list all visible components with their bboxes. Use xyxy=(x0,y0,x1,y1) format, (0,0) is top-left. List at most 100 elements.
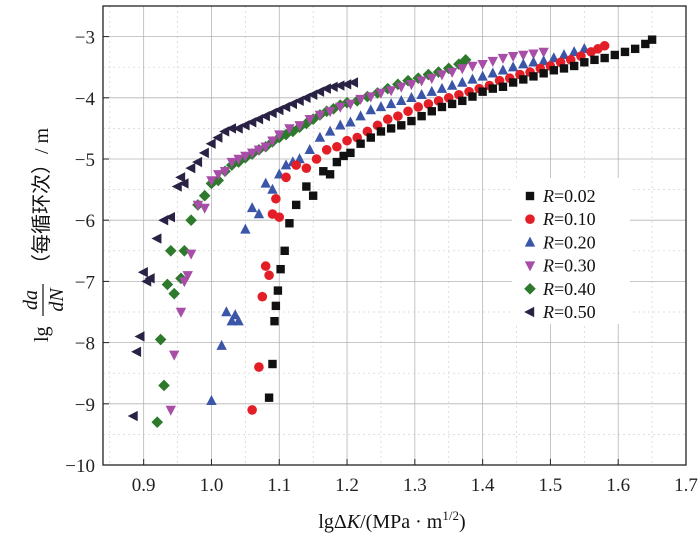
data-point xyxy=(365,92,376,103)
data-point xyxy=(314,86,325,97)
x-tick-label: 1.1 xyxy=(267,475,291,496)
axis-ticks: 0.9 1.0 1.1 1.2 1.3 1.4 1.5 1.6 1.7 −3 −4 −5 −6 −7 −8 −… xyxy=(65,28,698,496)
data-point xyxy=(270,316,279,326)
data-point xyxy=(226,157,238,168)
svg-text:lg: lg xyxy=(31,326,53,342)
data-point xyxy=(375,101,387,112)
data-point xyxy=(257,291,268,302)
data-point xyxy=(437,102,447,112)
data-point xyxy=(325,170,335,179)
series-R=0.40 xyxy=(151,54,472,428)
y-tick-label: −4 xyxy=(75,89,96,110)
svg-text:（每循环次）/ m: （每循环次）/ m xyxy=(30,127,53,274)
data-point xyxy=(403,106,413,117)
data-point xyxy=(246,202,258,213)
data-point xyxy=(539,69,548,78)
data-point xyxy=(327,81,338,92)
data-point xyxy=(548,52,560,63)
data-point xyxy=(198,147,209,159)
data-point xyxy=(497,53,509,64)
data-point xyxy=(205,138,216,149)
series-R=0.30 xyxy=(165,47,549,416)
y-tick-label: −8 xyxy=(75,334,95,355)
data-point xyxy=(131,346,142,357)
data-point xyxy=(161,278,174,291)
data-point xyxy=(247,405,257,415)
data-point xyxy=(600,53,609,63)
data-point xyxy=(319,167,328,176)
data-point xyxy=(308,191,318,200)
data-point xyxy=(467,61,478,72)
y-tick-label: −3 xyxy=(75,28,95,49)
data-point xyxy=(559,64,569,73)
data-point xyxy=(280,159,292,170)
data-point xyxy=(273,104,284,116)
data-point xyxy=(417,111,426,121)
data-point xyxy=(144,273,155,284)
data-point xyxy=(213,170,224,181)
data-point xyxy=(342,135,352,146)
data-point xyxy=(416,76,427,87)
data-point xyxy=(497,64,509,75)
data-point xyxy=(185,162,196,174)
data-point xyxy=(458,96,467,106)
data-point xyxy=(426,74,437,85)
data-point xyxy=(137,267,148,278)
data-point xyxy=(239,120,250,131)
data-marks xyxy=(127,35,657,428)
svg-text:dN: dN xyxy=(46,287,68,312)
data-point xyxy=(355,110,366,121)
data-point xyxy=(630,44,640,54)
data-point xyxy=(280,128,292,141)
data-point xyxy=(226,315,238,326)
legend-marker xyxy=(524,261,536,272)
data-point xyxy=(178,178,189,189)
x-tick-label: 0.9 xyxy=(132,475,156,496)
data-point xyxy=(168,287,180,300)
data-point xyxy=(528,49,539,60)
data-point xyxy=(267,183,278,194)
data-point xyxy=(478,87,487,96)
data-point xyxy=(266,107,277,119)
data-point xyxy=(477,70,488,81)
data-point xyxy=(366,133,375,142)
data-point xyxy=(341,79,352,90)
data-point xyxy=(507,61,519,72)
legend-marker xyxy=(524,306,535,318)
data-point xyxy=(427,107,436,116)
data-point xyxy=(518,50,529,61)
data-point xyxy=(385,98,397,109)
data-point xyxy=(457,64,468,75)
svg-text:da: da xyxy=(20,290,42,310)
data-point xyxy=(447,99,457,109)
data-point xyxy=(508,78,518,87)
y-tick-label: −10 xyxy=(65,456,95,477)
data-point xyxy=(397,121,406,130)
y-tick-label: −6 xyxy=(75,211,95,232)
data-point xyxy=(518,58,529,69)
data-point xyxy=(301,163,312,173)
data-point xyxy=(233,154,244,165)
plot-frame xyxy=(102,5,687,466)
data-point xyxy=(293,95,304,107)
legend-label: R=0.40 xyxy=(542,279,596,299)
legend-label: R=0.02 xyxy=(542,186,596,206)
data-point xyxy=(206,394,217,405)
data-point xyxy=(426,85,437,96)
data-point xyxy=(285,219,294,228)
data-point xyxy=(254,362,264,372)
legend: R=0.02 R=0.10 R=0.20 R=0.30 R=0.40 R=0.50 xyxy=(512,178,630,324)
x-tick-label: 1.4 xyxy=(471,475,495,496)
data-point xyxy=(528,56,539,67)
data-point xyxy=(396,95,407,106)
data-point xyxy=(271,193,281,204)
x-tick-label: 1.2 xyxy=(335,475,359,496)
data-point xyxy=(253,208,265,219)
data-point xyxy=(259,110,270,122)
data-point xyxy=(164,211,175,223)
x-axis-title: lgΔK/(MPa · m1/2) xyxy=(318,508,465,533)
data-point xyxy=(413,102,424,112)
legend-label: R=0.50 xyxy=(542,302,596,322)
data-point xyxy=(332,157,342,167)
data-point xyxy=(260,261,271,271)
